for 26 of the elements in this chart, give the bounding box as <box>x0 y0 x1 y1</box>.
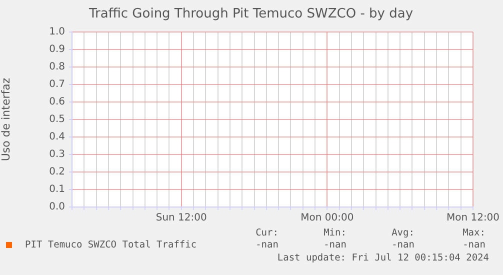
text: Max: <box>462 227 486 238</box>
text: -nan <box>392 239 414 250</box>
x-tick-label: Mon 12:00 <box>446 212 500 224</box>
y-tick-label: 0.2 <box>49 166 65 178</box>
text: -nan <box>462 239 486 250</box>
text: Avg: <box>392 227 414 238</box>
y-tick-label: 0.3 <box>49 149 65 160</box>
legend-label: PIT Temuco SWZCO Total Traffic <box>25 239 197 250</box>
y-tick-label: 0.0 <box>49 202 65 213</box>
y-tick-label: 0.9 <box>49 44 65 56</box>
x-tick-label: Mon 00:00 <box>300 212 354 224</box>
y-axis-title: Uso de interfaz <box>0 78 12 162</box>
text: Min: <box>324 227 346 238</box>
text: Cur: <box>256 227 278 238</box>
text: -nan <box>324 239 346 250</box>
y-tick-label: 0.1 <box>49 184 65 196</box>
y-tick-label: 0.5 <box>49 114 65 126</box>
y-tick-label: 0.6 <box>49 96 65 108</box>
x-tick-label: Sun 12:00 <box>156 212 207 224</box>
y-tick-label: 0.8 <box>49 62 65 73</box>
y-tick-label: 0.7 <box>49 79 65 90</box>
chart-title: Traffic Going Through Pit Temuco SWZCO - by day <box>88 6 414 22</box>
text: Last update: Fri Jul 12 00:15:04 2024 <box>277 252 490 264</box>
text: -nan <box>256 239 278 250</box>
y-tick-label: 1.0 <box>49 26 65 38</box>
y-tick-label: 0.4 <box>49 132 65 143</box>
